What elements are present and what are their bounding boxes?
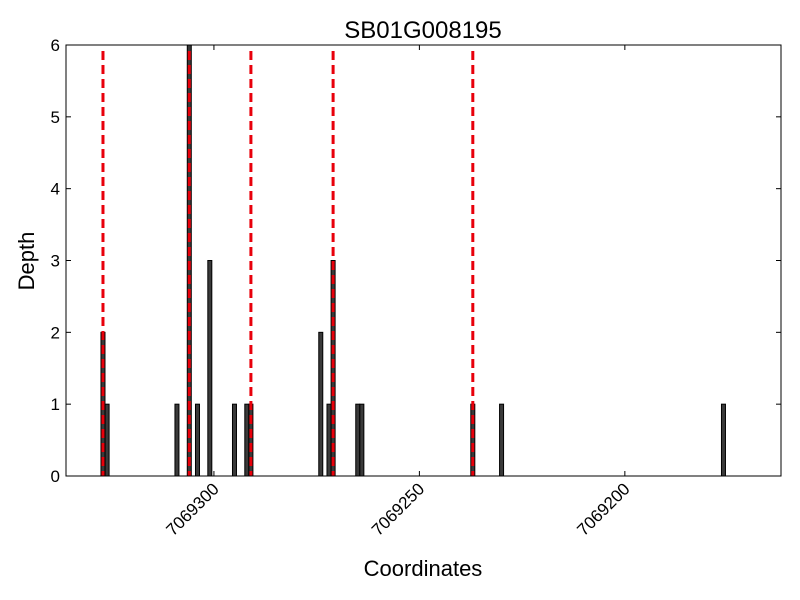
y-tick-label-6: 6 <box>51 36 60 55</box>
bar-12 <box>355 403 361 477</box>
y-tick-label-3: 3 <box>51 252 60 271</box>
bar-13 <box>359 403 365 477</box>
bar-9 <box>318 331 324 477</box>
y-tick-label-4: 4 <box>51 180 60 199</box>
bar-2 <box>174 403 180 477</box>
bar-15 <box>499 403 505 477</box>
bar-16 <box>720 403 726 477</box>
bar-10 <box>326 403 332 477</box>
chart-title: SB01G008195 <box>344 17 501 44</box>
bar-1 <box>104 403 110 477</box>
y-tick-label-2: 2 <box>51 323 60 342</box>
x-axis-label: Coordinates <box>364 556 483 581</box>
y-tick-label-0: 0 <box>51 467 60 486</box>
y-axis-label: Depth <box>14 232 39 291</box>
x-tick-label-1: 7069250 <box>368 479 428 539</box>
bar-7 <box>244 403 250 477</box>
x-tick-label-0: 7069300 <box>163 479 223 539</box>
y-tick-label-5: 5 <box>51 108 60 127</box>
marker-lines-layer <box>101 51 475 476</box>
x-tick-label-2: 7069200 <box>573 479 633 539</box>
bar-5 <box>207 260 213 477</box>
bar-6 <box>231 403 237 477</box>
bars-layer <box>100 44 726 477</box>
y-tick-label-1: 1 <box>51 395 60 414</box>
plot-frame <box>65 44 782 477</box>
bar-4 <box>194 403 200 477</box>
y-axis-ticks: 0 1 2 3 4 5 6 <box>51 36 781 486</box>
